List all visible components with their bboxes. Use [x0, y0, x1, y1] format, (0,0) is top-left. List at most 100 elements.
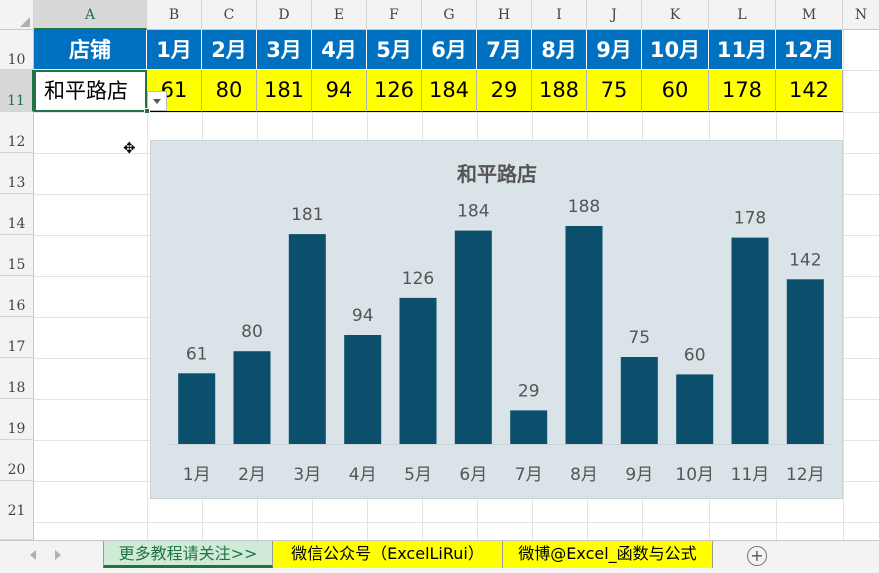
- col-header-c[interactable]: C: [202, 0, 257, 30]
- value-cell[interactable]: 181: [257, 70, 312, 112]
- header-cell-month[interactable]: 10月: [642, 30, 709, 70]
- header-cell-month[interactable]: 9月: [587, 30, 642, 70]
- chart-data-label: 181: [291, 205, 323, 225]
- chart-bar[interactable]: [233, 351, 271, 444]
- value-cell[interactable]: 184: [422, 70, 477, 112]
- col-header-n[interactable]: N: [854, 7, 868, 23]
- header-cell-month[interactable]: 7月: [477, 30, 532, 70]
- chart-bar[interactable]: [620, 357, 658, 444]
- col-header-h[interactable]: H: [477, 0, 532, 30]
- header-cell-store[interactable]: 店铺: [34, 30, 147, 70]
- chart-canvas: 和平路店 61 1月 80 2月 181 3月 94 4月 126 5月 184 6月 29 7月 188 8…: [169, 162, 833, 485]
- header-cell-month[interactable]: 8月: [532, 30, 587, 70]
- col-header-d[interactable]: D: [257, 0, 312, 30]
- col-header-f[interactable]: F: [367, 0, 422, 30]
- chart-bar[interactable]: [565, 226, 603, 444]
- sheet-prev-icon[interactable]: [30, 550, 36, 560]
- row-header-21[interactable]: 21: [0, 481, 34, 540]
- value-cell[interactable]: 29: [477, 70, 532, 112]
- chart-bar[interactable]: [288, 234, 326, 444]
- column-header-bar: A B C D E F G H I J K L M N: [0, 0, 879, 30]
- chart-data-label: 142: [789, 250, 821, 270]
- row-header-15[interactable]: 15: [0, 235, 34, 276]
- chart-data-label: 61: [186, 344, 208, 364]
- row-header-11[interactable]: 11: [0, 70, 34, 112]
- chart-bar[interactable]: [510, 410, 548, 444]
- row-header-14[interactable]: 14: [0, 194, 34, 235]
- col-header-e[interactable]: E: [312, 0, 367, 30]
- chart-bar[interactable]: [454, 230, 492, 444]
- col-header-a[interactable]: A: [34, 0, 147, 30]
- value-cell[interactable]: 75: [587, 70, 642, 112]
- chart-category-label: 3月: [293, 465, 321, 485]
- chart-data-label: 178: [734, 209, 766, 229]
- value-cell[interactable]: 188: [532, 70, 587, 112]
- header-cell-month[interactable]: 11月: [709, 30, 776, 70]
- value-cell[interactable]: 94: [312, 70, 367, 112]
- chart-category-label: 6月: [459, 465, 487, 485]
- col-header-j[interactable]: J: [587, 0, 642, 30]
- chart-category-label: 9月: [625, 465, 653, 485]
- chart-category-label: 5月: [404, 465, 432, 485]
- chart-data-label: 80: [241, 322, 263, 342]
- chart-bar[interactable]: [399, 297, 437, 444]
- col-header-g[interactable]: G: [422, 0, 477, 30]
- row-header-13[interactable]: 13: [0, 153, 34, 194]
- col-header-b[interactable]: B: [147, 0, 202, 30]
- fill-handle[interactable]: [144, 108, 150, 114]
- chart-bar[interactable]: [178, 373, 216, 444]
- col-header-k[interactable]: K: [642, 0, 709, 30]
- row-header-20[interactable]: 20: [0, 440, 34, 481]
- chart-data-label: 184: [457, 202, 489, 222]
- header-cell-month[interactable]: 6月: [422, 30, 477, 70]
- row-header-16[interactable]: 16: [0, 276, 34, 317]
- chart-data-label: 94: [352, 306, 374, 326]
- header-cell-month[interactable]: 5月: [367, 30, 422, 70]
- sheet-tab-1[interactable]: 更多教程请关注>>: [103, 541, 273, 568]
- chart-title: 和平路店: [457, 162, 537, 186]
- header-cell-month[interactable]: 1月: [147, 30, 202, 70]
- chart-category-label: 11月: [731, 465, 770, 485]
- header-cell-month[interactable]: 4月: [312, 30, 367, 70]
- move-cursor-icon: ✥: [123, 139, 136, 157]
- row-header-18[interactable]: 18: [0, 358, 34, 399]
- col-header-m[interactable]: M: [776, 0, 843, 30]
- row-header-17[interactable]: 17: [0, 317, 34, 358]
- chart-bar[interactable]: [676, 374, 714, 444]
- chart-category-label: 12月: [786, 465, 825, 485]
- bar-chart[interactable]: 和平路店 61 1月 80 2月 181 3月 94 4月 126 5月 184 6月 29 7月 188 8…: [150, 140, 843, 499]
- value-cell[interactable]: 60: [642, 70, 709, 112]
- sheet-next-icon[interactable]: [55, 550, 61, 560]
- chart-data-label: 126: [402, 269, 434, 289]
- col-header-i[interactable]: I: [532, 0, 587, 30]
- select-all-corner[interactable]: [0, 0, 34, 30]
- value-cell[interactable]: 80: [202, 70, 257, 112]
- row-header-10[interactable]: 10: [0, 30, 34, 70]
- chart-category-label: 1月: [183, 465, 211, 485]
- value-cell[interactable]: 126: [367, 70, 422, 112]
- plus-circle-icon[interactable]: +: [747, 546, 767, 566]
- sheet-tab-3[interactable]: 微博@Excel_函数与公式: [503, 541, 713, 568]
- row-header-12[interactable]: 12: [0, 112, 34, 153]
- sheet-tab-2[interactable]: 微信公众号（ExcelLiRui）: [273, 541, 503, 568]
- store-select-cell[interactable]: 和平路店: [34, 70, 147, 112]
- chart-bar[interactable]: [731, 237, 769, 444]
- chart-bar[interactable]: [344, 335, 382, 444]
- header-cell-month[interactable]: 3月: [257, 30, 312, 70]
- chart-category-label: 4月: [349, 465, 377, 485]
- chart-category-label: 8月: [570, 465, 598, 485]
- chart-data-label: 75: [628, 328, 650, 348]
- dropdown-arrow-icon[interactable]: [147, 91, 167, 111]
- chart-data-label: 188: [568, 197, 600, 217]
- chart-category-label: 2月: [238, 465, 266, 485]
- chart-bar[interactable]: [786, 279, 824, 444]
- chart-category-label: 10月: [675, 465, 714, 485]
- value-cell[interactable]: 178: [709, 70, 776, 112]
- row-header-19[interactable]: 19: [0, 399, 34, 440]
- chart-data-label: 60: [684, 345, 706, 365]
- header-cell-month[interactable]: 2月: [202, 30, 257, 70]
- header-cell-month[interactable]: 12月: [776, 30, 843, 70]
- col-header-l[interactable]: L: [709, 0, 776, 30]
- value-cell[interactable]: 142: [776, 70, 843, 112]
- sheet-tab-bar: 更多教程请关注>> 微信公众号（ExcelLiRui） 微博@Excel_函数与…: [0, 540, 879, 573]
